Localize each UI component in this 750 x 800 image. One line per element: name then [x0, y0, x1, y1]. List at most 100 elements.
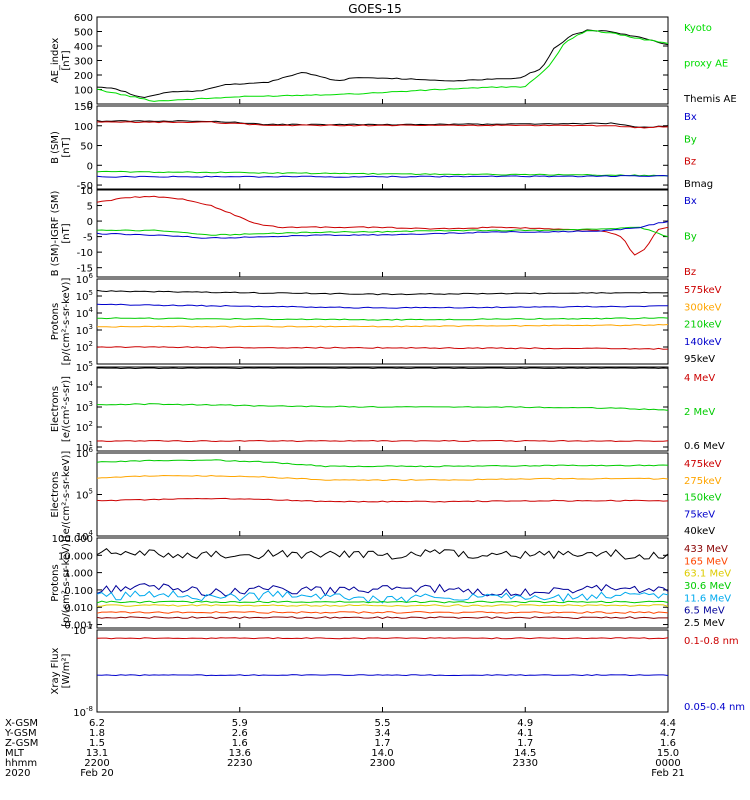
series-475kev: [96, 497, 669, 503]
y-tick-label: 104: [76, 380, 94, 394]
legend-entry: Bz: [684, 267, 696, 278]
legend-entry: 63.1 MeV: [684, 569, 731, 580]
y-axis-label: Electrons: [50, 386, 61, 432]
footer-value: 2330: [513, 758, 538, 769]
footer-value: 3.4: [375, 728, 391, 739]
series-433-mev: [96, 616, 668, 620]
y-tick-label: -50: [77, 181, 93, 192]
y-tick-label: 600: [74, 13, 93, 24]
footer-value: 13.1: [86, 748, 108, 759]
legend-entry: 11.6 MeV: [684, 593, 731, 604]
y-tick-label: 100: [74, 86, 93, 97]
legend-entry: 2 MeV: [684, 407, 715, 418]
footer-value: 1.7: [517, 738, 533, 749]
chart-title: GOES-15: [348, 2, 402, 16]
series-4-mev: [96, 439, 669, 443]
series-0-05-0-4-nm: [96, 674, 669, 677]
footer-value: 6.2: [89, 718, 105, 729]
footer-value: 2200: [84, 758, 109, 769]
footer-value: 1.8: [89, 728, 105, 739]
footer-row-label: 2020: [5, 768, 30, 779]
y-tick-label: 106: [76, 272, 94, 286]
y-axis-label: B (SM)-IGRF (SM): [50, 191, 61, 277]
legend-entry: Bx: [684, 196, 697, 207]
footer-row-label: MLT: [5, 748, 25, 759]
y-axis-label: [nT]: [61, 50, 72, 70]
footer-value: 1.7: [375, 738, 391, 749]
y-tick-label: 10.000: [58, 551, 93, 562]
legend-entry: 40keV: [684, 526, 715, 537]
legend-entry: 300keV: [684, 302, 722, 313]
y-tick-label: -15: [77, 264, 93, 275]
footer-value: 0000: [655, 758, 680, 769]
y-axis-label: [nT]: [61, 223, 72, 243]
y-tick-label: 10-8: [73, 705, 93, 719]
y-tick-label: 106: [76, 446, 94, 460]
y-tick-label: 500: [74, 28, 93, 39]
panel-bigrf: -15 -10 -5 0 5 10 B (SM)-IGRF (SM) [nT] Bx By Bz: [50, 186, 697, 278]
panel-frame: [96, 537, 669, 629]
series-bz: [96, 121, 669, 129]
series-95kev: [96, 289, 669, 296]
y-tick-label: -5: [83, 233, 93, 244]
footer-value: 4.7: [660, 728, 676, 739]
legend-entry: 433 MeV: [684, 544, 728, 555]
panel-electrons2: 104 105 106 Electrons [e/(cm²-s-sr-keV)] 475k…: [50, 446, 722, 543]
series-150kev: [96, 459, 669, 468]
legend-entry: 165 MeV: [684, 556, 728, 567]
series-by: [96, 170, 669, 177]
legend-entry: By: [684, 134, 697, 145]
y-tick-label: 104: [76, 529, 94, 543]
series-300kev: [97, 323, 669, 328]
footer-value: 15.0: [657, 748, 679, 759]
footer-value: 4.4: [660, 718, 676, 729]
footer-value: Feb 21: [651, 768, 685, 779]
legend-entry: By: [684, 232, 697, 243]
y-axis-label: [p/(cm²-s-sr-keV)]: [61, 539, 72, 627]
series-bmag: [96, 120, 669, 128]
series-140kev: [96, 303, 668, 309]
y-tick-label: 103: [76, 400, 93, 414]
panel-xray: 10-8 10-7 Xray Flux [W/m²] 0.1-0.8 nm 0.05-0.…: [50, 623, 745, 719]
footer-value: 1.6: [232, 738, 248, 749]
panel-frame: [96, 629, 669, 713]
y-axis-label: B (SM): [50, 131, 61, 164]
y-axis-label: [e/(cm²-s-sr-keV)]: [61, 451, 72, 539]
y-tick-label: 0: [87, 100, 93, 111]
footer-row-label: Z-GSM: [5, 738, 38, 749]
legend-entry: 95keV: [684, 354, 715, 365]
legend-entry: 575keV: [684, 285, 722, 296]
y-tick-label: 103: [76, 323, 93, 337]
panel-ae: 0 100 200 300 400 500 600 AE_index [nT] Kyoto prox…: [50, 13, 737, 111]
footer-row-label: Y-GSM: [4, 728, 37, 739]
legend-entry: Bz: [684, 157, 696, 168]
legend-entry: 475keV: [684, 459, 722, 470]
series-bz: [96, 195, 669, 256]
series-63-1-mev: [96, 604, 669, 607]
legend-entry: 6.5 MeV: [684, 606, 725, 617]
legend-entry: 0.6 MeV: [684, 441, 725, 452]
footer-row-label: X-GSM: [5, 718, 38, 729]
panel-bsm: -50 0 50 100 150 B (SM) [nT] Bx By Bz Bmag: [50, 102, 713, 192]
panel-protons: 102 103 104 105 106 Protons [p/(cm²-s-sr-keV)]…: [50, 272, 722, 365]
y-axis-label: [W/m²]: [61, 653, 72, 688]
y-axis-label: Xray Flux: [50, 647, 61, 694]
legend-entry: Kyoto: [684, 23, 712, 34]
legend-entry: 0.05-0.4 nm: [684, 702, 745, 713]
y-axis-label: [nT]: [61, 137, 72, 157]
series-0-1-0-8-nm: [96, 637, 669, 640]
footer-value: 13.6: [229, 748, 251, 759]
legend-entry: 140keV: [684, 337, 722, 348]
footer-value: 2300: [370, 758, 395, 769]
footer-value: 4.9: [517, 718, 533, 729]
y-tick-label: -10: [77, 248, 93, 259]
y-axis-label: [e/(cm²-s-sr)]: [61, 376, 72, 442]
series-bx: [96, 221, 669, 239]
y-tick-label: 0: [87, 161, 93, 172]
series-2-mev: [97, 403, 669, 411]
footer-value: 2.6: [232, 728, 248, 739]
y-axis-label: AE_index: [50, 38, 61, 84]
y-tick-label: 10: [80, 186, 93, 197]
y-tick-label: 102: [76, 340, 93, 354]
